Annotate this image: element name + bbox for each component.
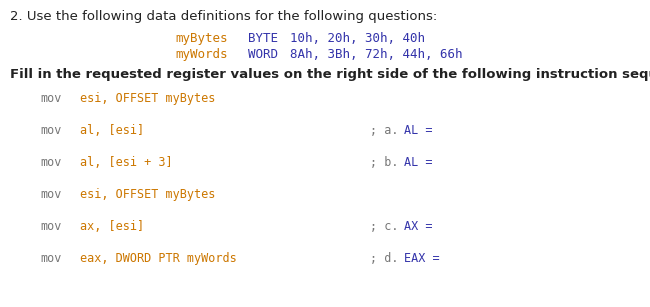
Text: ax, [esi]: ax, [esi] bbox=[80, 220, 144, 233]
Text: ; b.: ; b. bbox=[370, 156, 406, 169]
Text: al, [esi]: al, [esi] bbox=[80, 124, 144, 137]
Text: myWords: myWords bbox=[175, 48, 228, 61]
Text: ; c.: ; c. bbox=[370, 220, 406, 233]
Text: AL =: AL = bbox=[404, 124, 432, 137]
Text: WORD: WORD bbox=[248, 48, 278, 61]
Text: 8Ah, 3Bh, 72h, 44h, 66h: 8Ah, 3Bh, 72h, 44h, 66h bbox=[290, 48, 463, 61]
Text: ; d.: ; d. bbox=[370, 252, 406, 265]
Text: 10h, 20h, 30h, 40h: 10h, 20h, 30h, 40h bbox=[290, 32, 425, 45]
Text: 2. Use the following data definitions for the following questions:: 2. Use the following data definitions fo… bbox=[10, 10, 437, 23]
Text: mov: mov bbox=[40, 220, 61, 233]
Text: eax, DWORD PTR myWords: eax, DWORD PTR myWords bbox=[80, 252, 237, 265]
Text: ; a.: ; a. bbox=[370, 124, 406, 137]
Text: AX =: AX = bbox=[404, 220, 432, 233]
Text: mov: mov bbox=[40, 252, 61, 265]
Text: AL =: AL = bbox=[404, 156, 432, 169]
Text: al, [esi + 3]: al, [esi + 3] bbox=[80, 156, 173, 169]
Text: mov: mov bbox=[40, 124, 61, 137]
Text: myBytes: myBytes bbox=[175, 32, 228, 45]
Text: BYTE: BYTE bbox=[248, 32, 278, 45]
Text: esi, OFFSET myBytes: esi, OFFSET myBytes bbox=[80, 92, 215, 105]
Text: mov: mov bbox=[40, 156, 61, 169]
Text: mov: mov bbox=[40, 188, 61, 201]
Text: esi, OFFSET myBytes: esi, OFFSET myBytes bbox=[80, 188, 215, 201]
Text: EAX =: EAX = bbox=[404, 252, 439, 265]
Text: mov: mov bbox=[40, 92, 61, 105]
Text: Fill in the requested register values on the right side of the following instruc: Fill in the requested register values on… bbox=[10, 68, 650, 81]
